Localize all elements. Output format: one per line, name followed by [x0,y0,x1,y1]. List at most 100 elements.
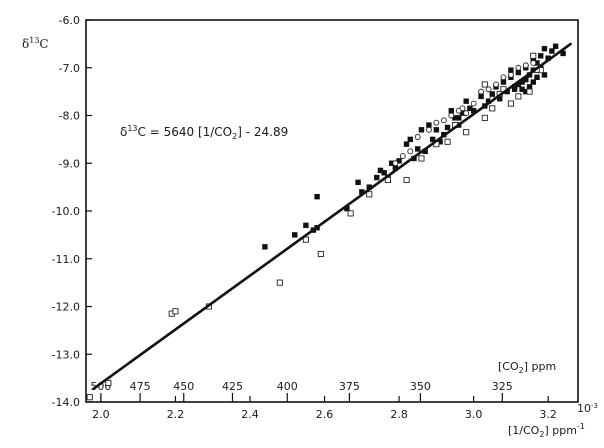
secondary-axis-title-text: [CO [498,360,519,373]
data-point-filled-square [552,43,559,49]
data-point-filled-square [541,72,548,78]
tick-layer: -14.0 -13.0 -12.0 -11.0 -10.0 -9.0 -8.0 -7.0 -6.… [52,14,557,421]
data-point-filled-square [452,115,458,121]
secondary-axis-title-sub: 2 [519,366,524,375]
data-point-filled-square [511,86,518,92]
data-point-filled-square [437,139,443,145]
data-point-filled-square [415,146,421,152]
data-point-open-circle [507,71,514,78]
data-point-filled-square [396,158,402,164]
x-tick-label: 2.0 [92,408,110,421]
data-point-open-circle [515,64,522,71]
x-scale-base: 10 [577,402,591,415]
regression-equation: δ13C = 5640 [1/CO2] - 24.89 [120,124,288,141]
data-point-filled-square [470,108,477,114]
data-point-filled-square [526,84,533,90]
x-tick-label: 2.6 [316,408,334,421]
y-axis-title-delta: δ [22,37,29,51]
data-point-open-square [347,210,354,217]
data-point-filled-square [489,91,495,97]
data-point-open-circle [425,126,432,133]
data-point-filled-square [429,136,436,143]
data-point-filled-square [388,160,395,166]
data-point-open-square [481,81,488,88]
data-point-open-circle [414,134,421,140]
secondary-tick-label: 375 [339,380,360,393]
data-point-open-circle [440,117,447,124]
x-axis-title-sup: -1 [577,422,585,431]
equation-delta: δ [120,125,127,139]
data-point-filled-square [355,179,361,186]
secondary-tick-label: 350 [410,380,431,393]
equation-text-a: C = 5640 [1/CO [138,125,233,139]
data-point-filled-square [560,50,566,57]
x-scale-multiplier: 10-3 [577,402,598,415]
data-point-filled-square [504,88,510,95]
data-point-filled-square [519,86,525,92]
data-point-open-square [444,138,451,145]
data-point-filled-square [523,76,529,83]
data-point-filled-square [534,60,540,66]
x-tick-label: 2.2 [167,408,185,421]
data-point-open-circle [407,148,414,155]
y-axis-title-tail: C [39,37,48,51]
data-point-open-square [526,88,533,95]
x-tick-label: 2.8 [390,408,408,421]
data-point-open-square [302,236,309,243]
data-point-filled-square [403,141,410,147]
y-axis-title: δ13C [22,36,49,51]
data-point-filled-square [456,115,462,121]
data-point-filled-square [448,108,454,114]
data-point-filled-square [497,96,503,102]
data-point-filled-square [463,98,469,104]
data-point-filled-square [500,79,507,85]
data-point-open-circle [470,100,477,107]
y-tick-label: -8.0 [59,110,80,123]
x-tick-label: 3.2 [539,408,557,421]
data-point-open-circle [530,60,537,66]
x-axis-title-tail: ] ppm [544,424,576,437]
secondary-tick-label: 450 [173,380,194,393]
data-point-open-square [530,52,537,59]
x-tick-label: 2.4 [241,408,259,421]
data-point-filled-square [530,79,536,85]
data-point-open-square [317,250,324,258]
data-point-filled-square [262,244,268,250]
y-tick-label: -13.0 [52,348,80,361]
data-point-filled-square [541,45,548,52]
data-point-filled-square [523,88,529,95]
x-axis-title-sub: 2 [539,430,544,439]
data-point-open-square [515,93,522,100]
equation-text-b: ] - 24.89 [237,125,288,139]
data-point-filled-square [377,167,384,174]
data-point-filled-square [292,232,298,238]
data-point-filled-square [467,105,473,112]
secondary-axis-title-tail: ] ppm [524,360,556,373]
equation-sup: 13 [127,124,137,133]
data-point-filled-square [508,67,514,73]
data-point-filled-square [545,55,551,61]
y-tick-label: -10.0 [52,205,80,218]
data-point-open-square [172,308,179,315]
secondary-tick-label: 325 [492,380,513,393]
data-point-filled-square [534,74,540,80]
y-tick-label: -7.0 [59,62,80,75]
secondary-tick-label: 400 [277,380,298,393]
data-point-open-circle [463,110,470,117]
data-point-open-square [276,279,283,286]
y-tick-label: -9.0 [59,157,80,170]
data-point-filled-square [519,79,525,85]
data-point-open-square [105,379,112,386]
data-point-open-circle [448,112,455,119]
data-point-open-circle [433,119,440,126]
data-point-filled-square [407,136,413,143]
x-scale-exp: -3 [591,402,598,410]
data-point-filled-square [515,81,522,88]
data-point-filled-square [392,165,399,171]
data-point-open-square [86,394,93,401]
data-point-filled-square [303,222,309,229]
data-point-open-square [418,155,425,162]
data-point-filled-square [426,122,432,128]
plot-frame [85,19,579,403]
data-point-open-circle [485,86,492,93]
